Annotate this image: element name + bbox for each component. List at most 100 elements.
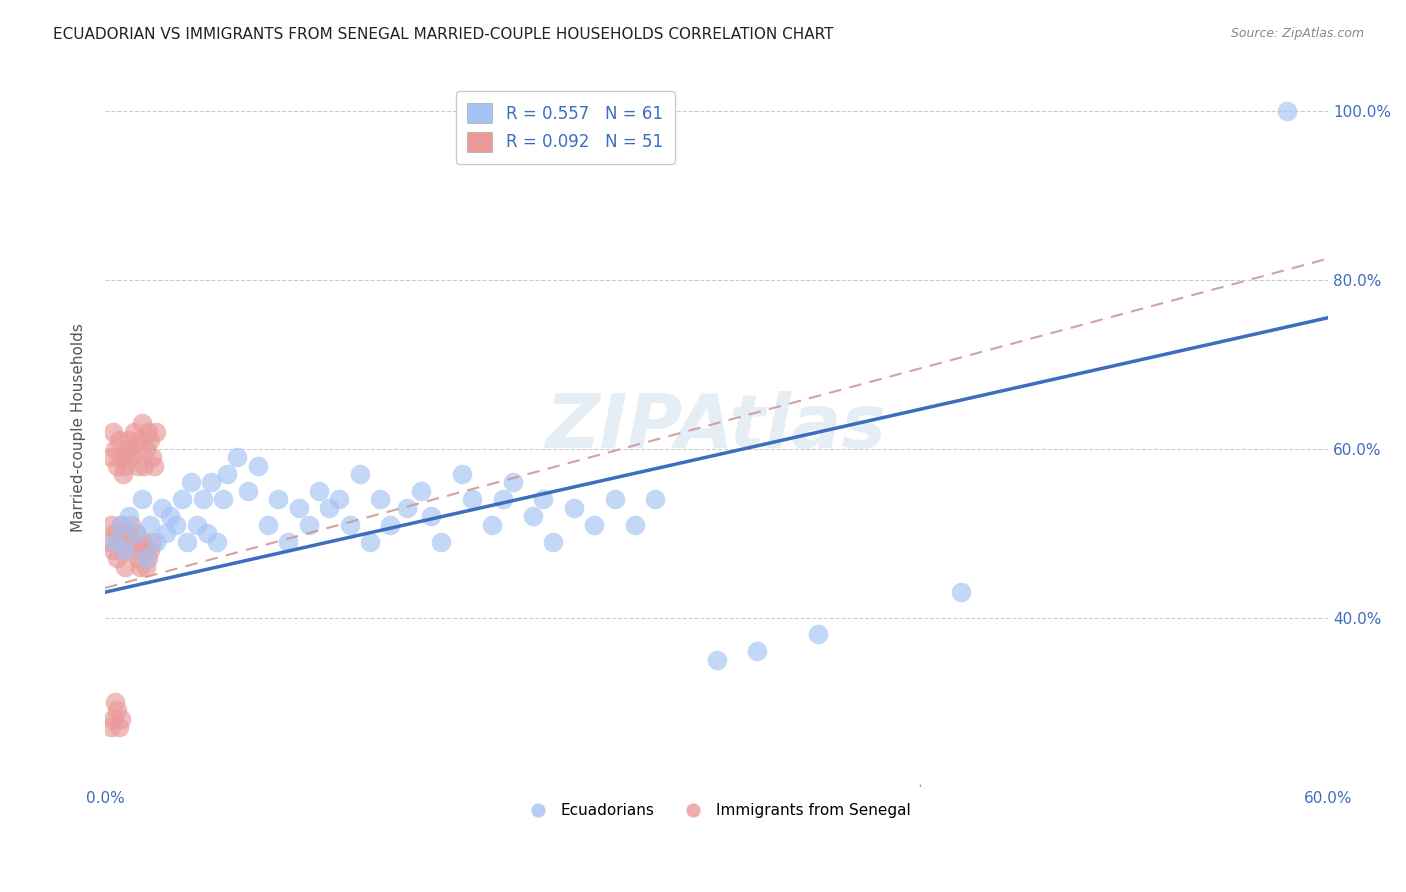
Point (267, 492, 290, 507)
Point (159, 509, 181, 524)
Point (118, 433, 141, 447)
Text: ZIPAtlas: ZIPAtlas (546, 391, 887, 464)
Point (131, 492, 153, 507)
Point (145, 425, 167, 439)
Point (277, 534, 299, 549)
Point (132, 458, 155, 473)
Point (481, 517, 503, 532)
Point (100, 450, 122, 464)
Point (380, 517, 402, 532)
Text: ECUADORIAN VS IMMIGRANTS FROM SENEGAL MARRIED-COUPLE HOUSEHOLDS CORRELATION CHAR: ECUADORIAN VS IMMIGRANTS FROM SENEGAL MA… (53, 27, 834, 42)
Point (543, 534, 565, 549)
Point (246, 458, 269, 473)
Point (236, 483, 259, 498)
Point (298, 517, 321, 532)
Point (145, 534, 167, 549)
Point (409, 483, 432, 498)
Point (117, 442, 139, 456)
Point (105, 458, 128, 473)
Point (461, 492, 484, 507)
Point (205, 534, 228, 549)
Point (128, 559, 150, 574)
Point (603, 492, 626, 507)
Point (124, 526, 146, 541)
Point (747, 644, 769, 658)
Point (131, 417, 153, 431)
Point (308, 483, 330, 498)
Point (165, 517, 187, 532)
Point (105, 551, 128, 566)
Point (104, 695, 127, 709)
Point (112, 467, 135, 481)
Point (139, 517, 162, 532)
Point (117, 526, 139, 541)
Point (101, 425, 124, 439)
Point (101, 712, 124, 726)
Point (349, 467, 371, 481)
Point (359, 534, 381, 549)
Point (105, 703, 128, 717)
Point (114, 559, 136, 574)
Point (118, 509, 141, 524)
Point (318, 500, 340, 515)
Legend: Ecuadorians, Immigrants from Senegal: Ecuadorians, Immigrants from Senegal (515, 796, 918, 825)
Point (128, 433, 150, 447)
Text: Source: ZipAtlas.com: Source: ZipAtlas.com (1230, 27, 1364, 40)
Point (950, 585, 973, 599)
Point (531, 492, 554, 507)
Point (122, 543, 145, 558)
Point (450, 467, 472, 481)
Point (127, 458, 149, 473)
Point (420, 509, 443, 524)
Point (104, 534, 127, 549)
Point (395, 500, 418, 515)
Point (136, 425, 159, 439)
Point (562, 500, 585, 515)
Point (110, 517, 132, 532)
Point (100, 720, 122, 734)
Point (110, 712, 132, 726)
Y-axis label: Married-couple Households: Married-couple Households (72, 323, 86, 532)
Point (155, 526, 177, 541)
Point (807, 627, 830, 641)
Point (135, 559, 157, 574)
Point (139, 543, 162, 558)
Point (139, 433, 162, 447)
Point (136, 551, 159, 566)
Point (368, 492, 391, 507)
Point (491, 492, 513, 507)
Point (114, 458, 136, 473)
Point (200, 475, 222, 490)
Point (180, 475, 202, 490)
Point (141, 534, 163, 549)
Point (104, 526, 127, 541)
Point (131, 534, 153, 549)
Point (257, 517, 280, 532)
Point (195, 526, 218, 541)
Point (121, 450, 143, 464)
Point (522, 509, 544, 524)
Point (110, 450, 132, 464)
Point (122, 425, 145, 439)
Point (114, 543, 136, 558)
Point (583, 517, 606, 532)
Point (108, 534, 131, 549)
Point (142, 458, 165, 473)
Point (132, 543, 155, 558)
Point (644, 492, 666, 507)
Point (706, 653, 728, 667)
Point (172, 492, 194, 507)
Point (212, 492, 235, 507)
Point (121, 517, 143, 532)
Point (124, 526, 146, 541)
Point (217, 467, 239, 481)
Point (135, 442, 157, 456)
Point (226, 450, 249, 464)
Point (108, 720, 131, 734)
Point (101, 543, 124, 558)
Point (191, 492, 214, 507)
Point (124, 442, 146, 456)
Point (339, 517, 361, 532)
Point (1277, 103, 1299, 118)
Point (430, 534, 453, 549)
